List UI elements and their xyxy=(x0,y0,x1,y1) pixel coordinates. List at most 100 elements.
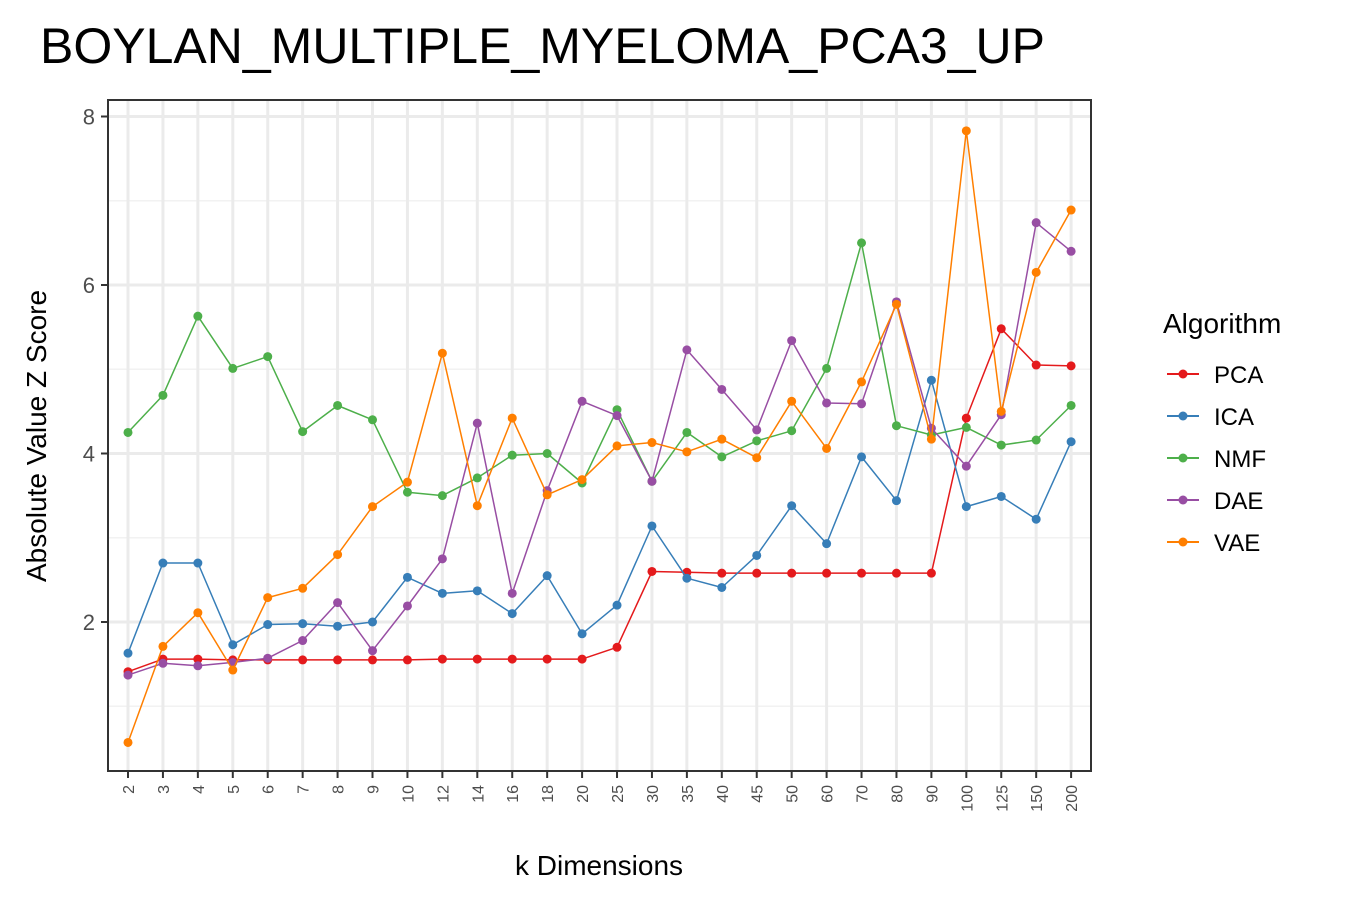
legend-key-point xyxy=(1178,411,1188,421)
data-point-vae xyxy=(368,502,378,512)
data-point-vae xyxy=(961,126,971,136)
x-tick-label: 6 xyxy=(261,785,278,794)
data-point-ica xyxy=(891,496,901,506)
x-tick-label: 70 xyxy=(855,785,872,803)
data-point-dae xyxy=(612,411,622,421)
data-point-ica xyxy=(1031,514,1041,524)
data-point-vae xyxy=(333,550,343,560)
legend-label: NMF xyxy=(1214,446,1266,473)
legend-item-ica: ICA xyxy=(1167,404,1254,431)
x-tick-label: 80 xyxy=(889,785,906,803)
data-point-dae xyxy=(507,588,517,598)
series-ica xyxy=(123,375,1076,658)
data-point-nmf xyxy=(123,427,133,437)
x-tick-label: 40 xyxy=(715,785,732,803)
data-point-vae xyxy=(1031,267,1041,277)
data-point-nmf xyxy=(472,473,482,483)
data-point-ica xyxy=(717,582,727,592)
grid-minor xyxy=(108,200,1091,707)
data-point-dae xyxy=(193,661,203,671)
legend-item-nmf: NMF xyxy=(1167,446,1266,473)
y-axis: 2 4 6 8 xyxy=(83,105,108,635)
data-point-vae xyxy=(577,475,587,485)
data-point-nmf xyxy=(787,426,797,436)
legend-item-dae: DAE xyxy=(1167,488,1263,515)
legend-label: DAE xyxy=(1214,488,1263,515)
data-point-ica xyxy=(752,550,762,560)
x-tick-label: 90 xyxy=(924,785,941,803)
data-point-dae xyxy=(857,399,867,409)
data-point-ica xyxy=(996,491,1006,501)
data-point-ica xyxy=(542,571,552,581)
legend: Algorithm PCA ICA NMF DAE VAE xyxy=(1163,308,1281,557)
y-tick-label: 8 xyxy=(83,105,95,130)
data-point-pca xyxy=(961,413,971,423)
data-point-pca xyxy=(996,324,1006,334)
data-point-nmf xyxy=(402,487,412,497)
x-tick-label: 16 xyxy=(505,785,522,803)
data-point-pca xyxy=(298,655,308,665)
x-tick-label: 60 xyxy=(820,785,837,803)
data-point-nmf xyxy=(857,238,867,248)
legend-key-point xyxy=(1178,369,1188,379)
data-point-pca xyxy=(542,654,552,664)
series-vae xyxy=(123,126,1076,747)
x-tick-label: 45 xyxy=(750,785,767,803)
data-point-dae xyxy=(263,653,273,663)
data-point-pca xyxy=(507,654,517,664)
data-point-dae xyxy=(717,384,727,394)
data-point-vae xyxy=(263,593,273,603)
data-point-ica xyxy=(647,521,657,531)
data-point-pca xyxy=(577,654,587,664)
data-point-pca xyxy=(612,642,622,652)
data-point-nmf xyxy=(996,440,1006,450)
data-point-vae xyxy=(717,434,727,444)
data-point-vae xyxy=(158,641,168,651)
data-point-vae xyxy=(542,490,552,500)
data-point-ica xyxy=(193,558,203,568)
data-point-vae xyxy=(647,438,657,448)
data-point-dae xyxy=(752,425,762,435)
data-point-pca xyxy=(1031,360,1041,370)
data-point-pca xyxy=(717,568,727,578)
data-point-nmf xyxy=(263,352,273,362)
data-point-ica xyxy=(1066,437,1076,447)
data-point-pca xyxy=(787,568,797,578)
series-line-ica xyxy=(127,379,1072,654)
data-point-dae xyxy=(577,396,587,406)
series-dae xyxy=(123,218,1076,680)
data-point-nmf xyxy=(542,449,552,458)
data-point-pca xyxy=(437,654,447,664)
x-tick-label: 9 xyxy=(366,785,383,794)
data-point-ica xyxy=(263,620,273,630)
data-point-ica xyxy=(123,648,133,658)
x-tick-label: 50 xyxy=(785,785,802,803)
x-axis: 2 3 4 5 6 7 8 9 10 12 14 16 18 20 25 30 35 40 45 50 60 70 80 90… xyxy=(121,771,1081,812)
x-tick-label: 5 xyxy=(226,785,243,794)
data-point-ica xyxy=(507,609,517,619)
data-point-ica xyxy=(368,617,378,627)
data-point-nmf xyxy=(298,427,308,437)
data-point-vae xyxy=(891,299,901,309)
data-point-nmf xyxy=(333,400,343,410)
x-tick-label: 14 xyxy=(470,785,487,803)
data-point-vae xyxy=(123,737,133,747)
data-point-ica xyxy=(577,629,587,639)
data-point-pca xyxy=(752,568,762,578)
data-point-vae xyxy=(857,377,867,387)
data-point-ica xyxy=(437,588,447,598)
legend-key-point xyxy=(1178,495,1188,505)
data-point-dae xyxy=(472,418,482,428)
x-tick-label: 7 xyxy=(296,785,313,794)
data-point-pca xyxy=(333,655,343,665)
data-point-nmf xyxy=(1031,435,1041,445)
x-tick-label: 150 xyxy=(1029,785,1046,812)
x-tick-label: 3 xyxy=(156,785,173,794)
data-point-dae xyxy=(368,646,378,656)
data-point-ica xyxy=(961,502,971,512)
x-tick-label: 125 xyxy=(994,785,1011,812)
x-tick-label: 30 xyxy=(645,785,662,803)
data-point-ica xyxy=(402,572,412,582)
data-point-vae xyxy=(507,413,517,423)
